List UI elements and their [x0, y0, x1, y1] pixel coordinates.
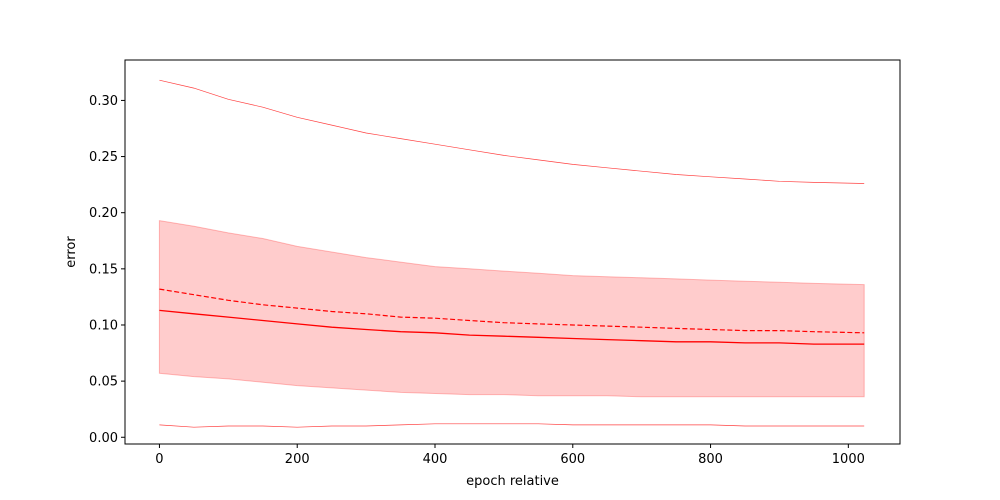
series-max-line	[159, 79, 865, 184]
plot-frame	[124, 59, 901, 445]
band-0	[158, 220, 865, 398]
x-tick-label: 200	[285, 452, 310, 467]
y-axis: 0.00 0.05 0.10 0.15 0.20 0.25 0.30	[89, 94, 125, 446]
y-tick-label: 0.15	[89, 262, 118, 277]
y-axis-label: error	[64, 236, 79, 268]
band-layer	[158, 220, 865, 398]
series-layer	[159, 79, 865, 428]
x-tick-label: 800	[698, 452, 723, 467]
x-axis: 0 200 400 600 800 1000	[155, 444, 865, 467]
y-tick-label: 0.10	[89, 318, 118, 333]
x-tick-label: 400	[423, 452, 448, 467]
y-tick-label: 0.30	[89, 94, 118, 109]
y-tick-label: 0.20	[89, 206, 118, 221]
x-tick-label: 0	[155, 452, 163, 467]
x-tick-label: 1000	[832, 452, 865, 467]
series-median-line	[159, 309, 865, 345]
y-tick-label: 0.00	[89, 431, 118, 446]
series-min-line	[159, 423, 865, 428]
y-tick-label: 0.05	[89, 375, 118, 390]
x-axis-label: epoch relative	[466, 474, 559, 489]
x-tick-label: 600	[560, 452, 585, 467]
y-tick-label: 0.25	[89, 150, 118, 165]
series-mean-line	[159, 288, 865, 334]
